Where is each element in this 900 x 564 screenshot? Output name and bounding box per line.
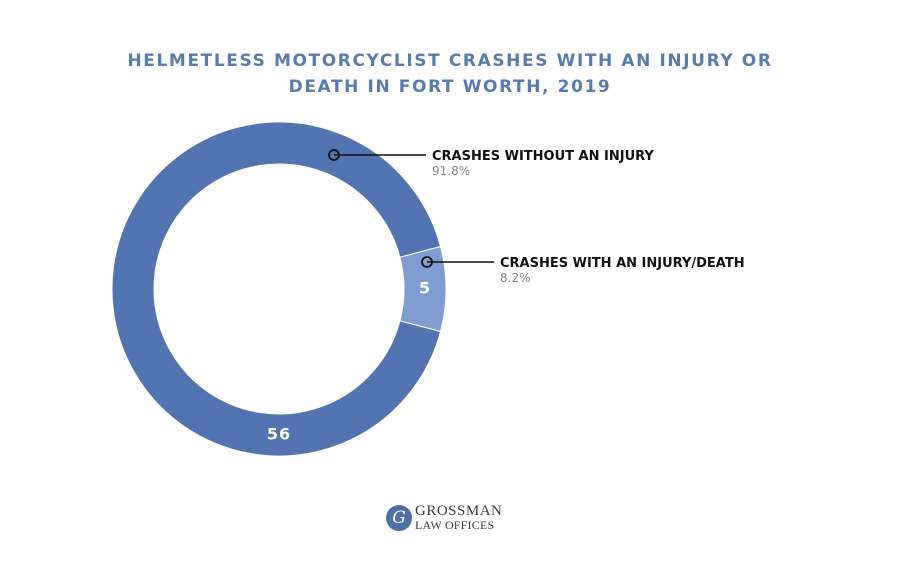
data-label-with-injury: 5 <box>419 279 431 298</box>
legend-percent-with-injury: 8.2% <box>500 271 531 285</box>
logo-name: GROSSMAN <box>415 503 503 519</box>
chart-title-line-1: HELMETLESS MOTORCYCLIST CRASHES WITH AN … <box>127 51 773 71</box>
data-label-without-injury: 56 <box>267 425 291 444</box>
legend-percent-without-injury: 91.8% <box>432 164 470 178</box>
slice-crashes-without-injury <box>111 121 442 457</box>
logo-g-icon: G <box>386 505 412 531</box>
legend-label-with-injury: CRASHES WITH AN INJURY/DEATH <box>500 256 745 271</box>
chart-title-line-2: DEATH IN FORT WORTH, 2019 <box>288 77 612 97</box>
logo-subtitle: LAW OFFICES <box>415 518 495 532</box>
leader-dot-with-injury <box>421 256 433 268</box>
leader-dot-without-injury <box>328 149 340 161</box>
grossman-logo: G GROSSMAN LAW OFFICES <box>386 500 502 536</box>
legend-label-without-injury: CRASHES WITHOUT AN INJURY <box>432 149 654 164</box>
chart-title: HELMETLESS MOTORCYCLIST CRASHES WITH AN … <box>0 48 900 100</box>
